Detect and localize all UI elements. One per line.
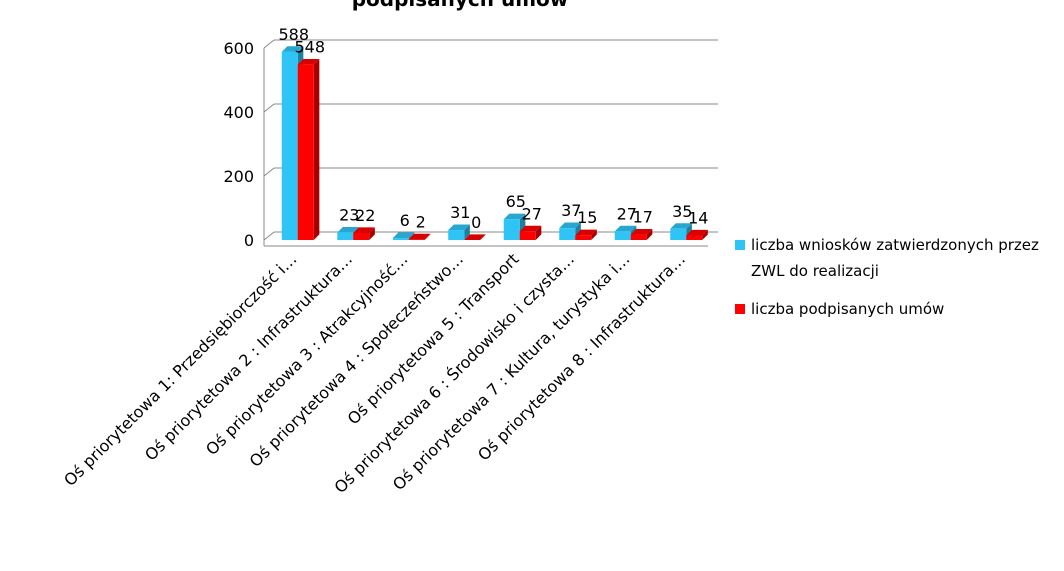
value-label: 17: [633, 208, 653, 227]
legend-swatch: [735, 240, 745, 250]
bar: [575, 235, 592, 240]
value-label: 31: [450, 203, 470, 222]
bar: [297, 64, 314, 240]
bar: [559, 228, 576, 240]
legend-label: liczba podpisanych umów: [751, 300, 945, 318]
value-label: 65: [506, 192, 526, 211]
bar: [614, 231, 631, 240]
value-label: 23: [339, 206, 359, 225]
legend-item: liczba wniosków zatwierdzonych przez ZWL…: [735, 232, 1064, 284]
bar: [686, 235, 703, 240]
y-tick-label: 600: [223, 39, 254, 58]
bar-top: [559, 222, 581, 229]
bar-top: [281, 46, 304, 52]
value-label: 0: [471, 213, 481, 232]
value-label: 27: [522, 204, 542, 223]
bar: [408, 239, 425, 240]
legend: liczba wniosków zatwierdzonych przez ZWL…: [735, 232, 1064, 334]
value-label: 548: [294, 38, 325, 57]
bar-top: [519, 225, 542, 232]
legend-item: liczba podpisanych umów: [735, 296, 1064, 322]
bar-side: [535, 225, 542, 240]
bar-side: [464, 224, 470, 240]
bar: [503, 219, 520, 240]
bar-top: [670, 223, 692, 229]
value-label: 27: [617, 204, 637, 223]
value-label: 588: [278, 25, 309, 44]
bar: [630, 234, 647, 240]
value-label: 22: [355, 206, 375, 225]
grid-depth: [263, 231, 275, 241]
x-tick-label: Oś priorytetowa 8 : Infrastruktura…: [474, 249, 689, 464]
y-tick-label: 200: [223, 167, 254, 186]
value-label: 14: [688, 209, 708, 228]
value-label: 37: [561, 201, 581, 220]
bar-top: [392, 232, 415, 239]
bar-side: [424, 233, 431, 240]
bar-side: [369, 227, 375, 240]
legend-swatch: [735, 304, 745, 314]
x-tick-label: Oś priorytetowa 2 : Infrastruktura…: [141, 249, 356, 464]
bar: [448, 230, 465, 240]
x-tick-label: Oś priorytetowa 3 : Atrakcyjność…: [202, 249, 412, 459]
bar-top: [408, 233, 431, 240]
bar-top: [353, 227, 375, 233]
legend-label: liczba wniosków zatwierdzonych przez ZWL…: [751, 236, 1039, 280]
value-label: 6: [400, 211, 410, 230]
bar: [392, 238, 409, 240]
value-label: 35: [672, 202, 692, 221]
bar-top: [337, 227, 359, 233]
bar-side: [646, 228, 653, 240]
bar: [281, 51, 298, 241]
bar-top: [297, 59, 320, 65]
bar-top: [686, 229, 708, 236]
bar: [519, 231, 536, 240]
bar-side: [313, 59, 320, 240]
value-label: 2: [416, 212, 426, 231]
bar: [337, 232, 354, 240]
bar-top: [503, 213, 526, 220]
bar-top: [575, 229, 597, 236]
bar-top: [614, 225, 637, 232]
bar-side: [591, 229, 597, 240]
bar-top: [630, 228, 653, 235]
y-tick-label: 0: [244, 231, 254, 250]
grid-depth: [263, 39, 275, 49]
bar-top: [448, 224, 470, 231]
grid-depth: [263, 103, 275, 113]
grid-depth: [263, 167, 275, 177]
bar: [670, 228, 687, 240]
bar: [353, 232, 370, 240]
value-label: 15: [577, 208, 597, 227]
bar-side: [702, 229, 708, 240]
y-tick-label: 400: [223, 103, 254, 122]
chart-title: podpisanych umów: [352, 0, 569, 11]
bar-top: [464, 234, 486, 240]
